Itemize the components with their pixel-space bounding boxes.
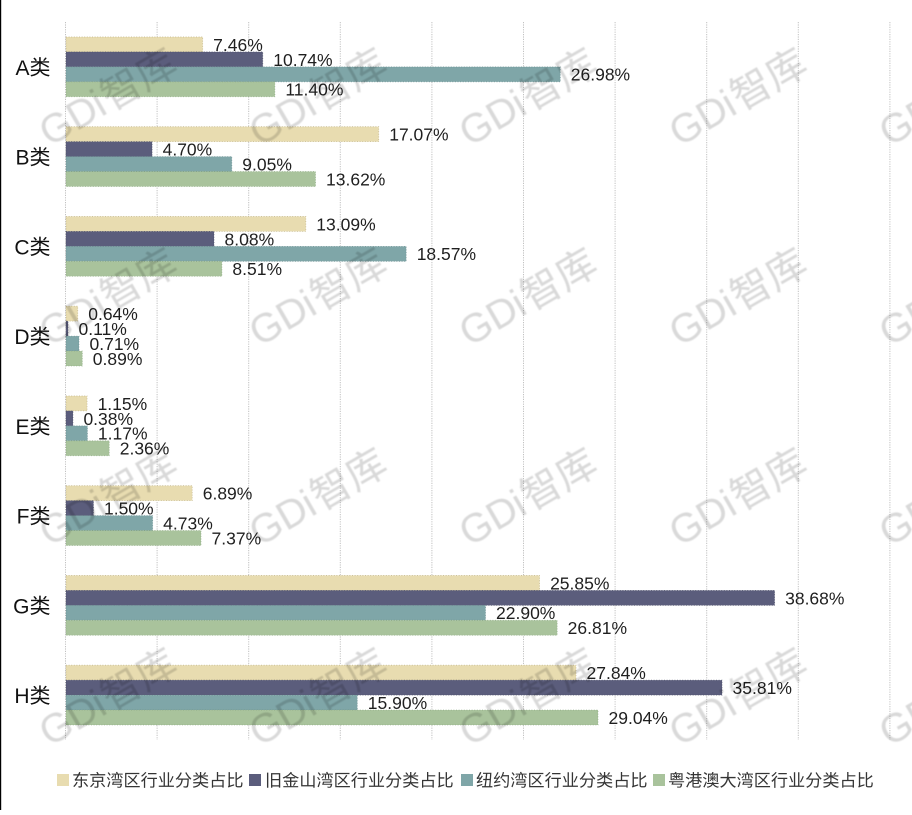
svg-text:1.17%: 1.17% xyxy=(98,424,148,444)
svg-text:7.37%: 7.37% xyxy=(212,528,262,548)
svg-text:15.90%: 15.90% xyxy=(368,693,427,713)
svg-text:25.85%: 25.85% xyxy=(550,573,609,593)
svg-text:8.08%: 8.08% xyxy=(225,229,275,249)
svg-text:1.15%: 1.15% xyxy=(98,394,148,414)
svg-text:0.38%: 0.38% xyxy=(83,409,133,429)
svg-text:22.90%: 22.90% xyxy=(496,603,555,623)
svg-text:13.09%: 13.09% xyxy=(316,214,375,234)
svg-text:17.07%: 17.07% xyxy=(389,125,448,145)
svg-text:E: E xyxy=(15,416,29,439)
svg-text:26.81%: 26.81% xyxy=(568,618,627,638)
svg-text:0.71%: 0.71% xyxy=(90,334,140,354)
svg-text:F: F xyxy=(17,506,30,529)
svg-text:B: B xyxy=(15,147,29,170)
svg-text:A: A xyxy=(15,57,29,80)
svg-text:13.62%: 13.62% xyxy=(326,169,385,189)
svg-text:27.84%: 27.84% xyxy=(587,663,646,683)
svg-text:38.68%: 38.68% xyxy=(785,588,844,608)
svg-text:0.11%: 0.11% xyxy=(79,319,127,339)
svg-text:G: G xyxy=(13,595,29,618)
svg-text:D: D xyxy=(14,326,29,349)
svg-text:29.04%: 29.04% xyxy=(609,708,668,728)
svg-text:18.57%: 18.57% xyxy=(417,244,476,264)
svg-text:8.51%: 8.51% xyxy=(232,259,282,279)
svg-text:0.64%: 0.64% xyxy=(88,304,138,324)
svg-text:H: H xyxy=(14,685,29,708)
svg-text:10.74%: 10.74% xyxy=(273,50,332,70)
svg-text:C: C xyxy=(14,236,29,259)
svg-text:9.05%: 9.05% xyxy=(242,154,292,174)
svg-text:0.89%: 0.89% xyxy=(93,349,143,369)
svg-text:26.98%: 26.98% xyxy=(571,65,630,85)
svg-text:4.73%: 4.73% xyxy=(163,513,213,533)
svg-text:4.70%: 4.70% xyxy=(163,140,213,160)
svg-text:7.46%: 7.46% xyxy=(213,35,263,55)
svg-text:6.89%: 6.89% xyxy=(203,484,253,504)
